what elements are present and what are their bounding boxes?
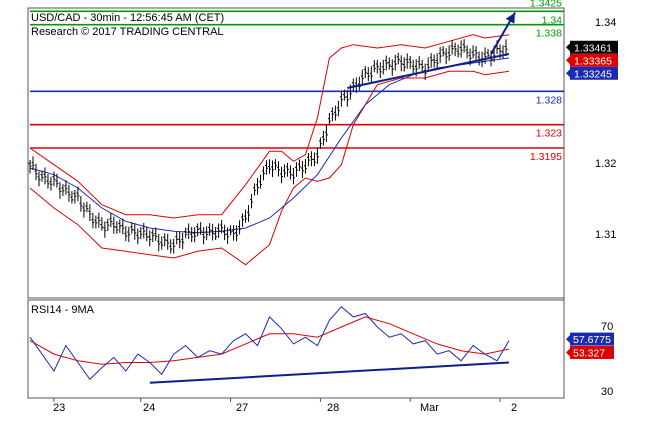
chart-title: USD/CAD - 30min - 12:56:45 AM (CET) (31, 12, 224, 24)
level-label: 1.338 (536, 28, 562, 40)
level-label: 1.3425 (530, 0, 562, 10)
price-tag-box (570, 53, 618, 67)
x-tick-label: 23 (53, 402, 65, 414)
price-trendline (347, 53, 510, 89)
rsi-tag-pointer (566, 334, 571, 345)
level-label: 1.323 (536, 128, 562, 140)
y-tick-label: 1.31 (595, 229, 616, 241)
rsi-ma-line (29, 316, 510, 365)
price-tag-label: 1.33365 (574, 55, 612, 67)
price-tag-label: 1.33461 (574, 42, 612, 54)
price-panel-frame (27, 7, 565, 299)
rsi-tick-label: 70 (601, 321, 613, 333)
rsi-tag-label: 53.327 (573, 347, 605, 359)
price-tag-box (570, 66, 618, 80)
forecast-arrow-head (505, 12, 515, 24)
y-tick-label: 1.32 (595, 158, 616, 170)
price-tag-pointer (566, 68, 571, 79)
rsi-tag-box (570, 345, 614, 359)
price-tag-pointer (566, 42, 571, 53)
x-tick-label: 28 (327, 402, 339, 414)
chart-credit: Research © 2017 TRADING CENTRAL (31, 26, 224, 38)
price-tag-label: 1.33245 (574, 68, 612, 80)
bollinger-upper-line (29, 34, 510, 219)
x-tick-label: 24 (143, 402, 155, 414)
rsi-panel-frame (27, 299, 565, 399)
rsi-panel-title: RSI14 - 9MA (31, 304, 95, 316)
y-tick-label: 1.34 (595, 17, 616, 29)
x-tick-label: 27 (236, 402, 248, 414)
rsi-trendline (149, 361, 510, 384)
rsi-line (29, 306, 510, 381)
rsi-tick-label: 30 (601, 386, 613, 398)
x-tick-label: Mar (420, 402, 439, 414)
rsi-tag-pointer (566, 347, 571, 358)
price-tag-pointer (566, 55, 571, 66)
rsi-tag-box (570, 332, 614, 346)
price-tag-box (570, 40, 618, 54)
level-label: 1.3195 (530, 151, 562, 163)
rsi-tag-label: 57.6775 (573, 334, 611, 346)
level-label: 1.34 (542, 14, 563, 26)
level-label: 1.328 (536, 94, 562, 106)
x-tick-label: 2 (511, 402, 517, 414)
